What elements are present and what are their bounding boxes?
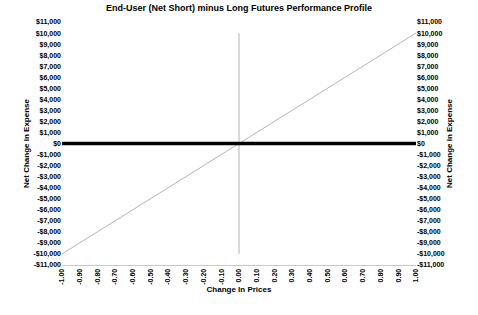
svg-text:0.40: 0.40 [306, 269, 313, 283]
svg-text:$5,000: $5,000 [417, 85, 439, 93]
svg-text:-$2,000: -$2,000 [37, 162, 61, 170]
svg-text:-$9,000: -$9,000 [37, 239, 61, 247]
svg-text:-0.10: -0.10 [218, 269, 225, 285]
svg-text:-$4,000: -$4,000 [417, 184, 441, 192]
svg-text:-$8,000: -$8,000 [37, 228, 61, 236]
svg-text:$1,000: $1,000 [40, 129, 62, 137]
svg-text:-0.80: -0.80 [94, 269, 101, 285]
svg-text:0.60: 0.60 [341, 269, 348, 283]
svg-text:$6,000: $6,000 [40, 74, 62, 82]
svg-text:0.70: 0.70 [359, 269, 366, 283]
svg-text:Change In Prices: Change In Prices [207, 285, 272, 294]
svg-text:-$6,000: -$6,000 [417, 206, 441, 214]
svg-text:$4,000: $4,000 [40, 96, 62, 104]
svg-text:-$10,000: -$10,000 [33, 250, 61, 258]
svg-text:$11,000: $11,000 [36, 18, 61, 26]
svg-text:1.00: 1.00 [412, 269, 419, 283]
svg-text:$4,000: $4,000 [417, 96, 439, 104]
svg-text:$5,000: $5,000 [40, 85, 62, 93]
svg-text:-$6,000: -$6,000 [37, 206, 61, 214]
svg-text:$3,000: $3,000 [417, 107, 439, 115]
svg-text:-$4,000: -$4,000 [37, 184, 61, 192]
svg-text:-0.30: -0.30 [182, 269, 189, 285]
svg-text:0.90: 0.90 [395, 269, 402, 283]
svg-text:$0: $0 [53, 140, 61, 148]
svg-text:$9,000: $9,000 [417, 41, 439, 49]
svg-text:-$2,000: -$2,000 [417, 162, 441, 170]
svg-text:$3,000: $3,000 [40, 107, 62, 115]
svg-text:-$10,000: -$10,000 [417, 250, 445, 258]
svg-text:-$1,000: -$1,000 [417, 151, 441, 159]
svg-text:$9,000: $9,000 [40, 41, 62, 49]
svg-text:End-User (Net Short) minus Lon: End-User (Net Short) minus Long Futures … [106, 3, 372, 13]
svg-text:-$9,000: -$9,000 [417, 239, 441, 247]
svg-text:-$3,000: -$3,000 [417, 173, 441, 181]
svg-text:-$5,000: -$5,000 [37, 195, 61, 203]
svg-text:-$11,000: -$11,000 [417, 261, 444, 269]
svg-text:-1.00: -1.00 [58, 269, 65, 285]
svg-text:$0: $0 [417, 140, 425, 148]
svg-text:-$11,000: -$11,000 [34, 261, 61, 269]
svg-text:-$7,000: -$7,000 [37, 217, 61, 225]
svg-text:$1,000: $1,000 [417, 129, 439, 137]
svg-text:$7,000: $7,000 [40, 63, 62, 71]
svg-text:0.10: 0.10 [253, 269, 260, 283]
svg-text:-0.50: -0.50 [147, 269, 154, 285]
svg-text:0.00: 0.00 [235, 269, 242, 283]
svg-text:-0.20: -0.20 [200, 269, 207, 285]
svg-text:$10,000: $10,000 [417, 30, 442, 38]
svg-text:-$5,000: -$5,000 [417, 195, 441, 203]
svg-text:-$1,000: -$1,000 [37, 151, 61, 159]
svg-text:$7,000: $7,000 [417, 63, 439, 71]
svg-text:-$3,000: -$3,000 [37, 173, 61, 181]
svg-text:-0.40: -0.40 [164, 269, 171, 285]
svg-text:-$7,000: -$7,000 [417, 217, 441, 225]
svg-text:$8,000: $8,000 [417, 52, 439, 60]
svg-text:0.80: 0.80 [377, 269, 384, 283]
svg-text:$10,000: $10,000 [36, 30, 61, 38]
svg-text:0.50: 0.50 [324, 269, 331, 283]
svg-text:$8,000: $8,000 [40, 52, 62, 60]
svg-text:$6,000: $6,000 [417, 74, 439, 82]
svg-text:Net Change In Expense: Net Change In Expense [22, 99, 31, 188]
svg-text:0.30: 0.30 [288, 269, 295, 283]
svg-text:Net Change In Expense: Net Change In Expense [445, 98, 454, 187]
svg-text:-0.90: -0.90 [76, 269, 83, 285]
svg-text:$2,000: $2,000 [40, 118, 62, 126]
svg-text:-0.70: -0.70 [111, 269, 118, 285]
svg-text:-$8,000: -$8,000 [417, 228, 441, 236]
svg-text:$2,000: $2,000 [417, 118, 439, 126]
svg-text:0.20: 0.20 [271, 269, 278, 283]
svg-text:-0.60: -0.60 [129, 269, 136, 285]
svg-text:$11,000: $11,000 [417, 18, 442, 26]
